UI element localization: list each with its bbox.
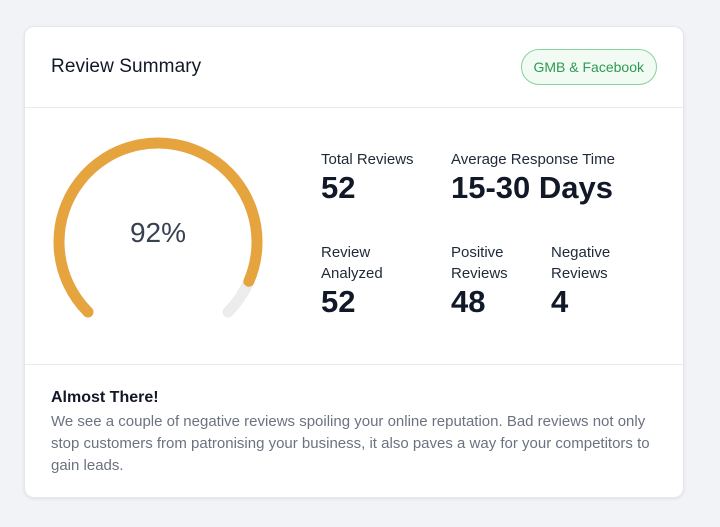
stat-label: Positive (451, 244, 504, 261)
gauge-value: 92% (129, 217, 187, 248)
stat-value: 52 (321, 284, 356, 319)
stat-label: Negative (551, 244, 611, 261)
stat-label: Reviews (451, 265, 508, 282)
review-summary-card: Review Summary GMB & Facebook 92% Total … (24, 26, 684, 498)
stat-label: Review (321, 244, 371, 261)
card-header: Review Summary GMB & Facebook (25, 27, 683, 108)
stat-reviews-analyzed: Review Analyzed 52 (321, 242, 383, 320)
stat-negative-reviews: Negative Reviews 4 (551, 242, 610, 320)
stats-section: 92% Total Reviews 52 Average Response Ti… (25, 109, 683, 365)
card-title: Review Summary (51, 56, 202, 77)
stat-positive-reviews: Positive Reviews 48 (451, 242, 508, 320)
stat-avg-response-time: Average Response Time 15-30 Days (451, 149, 615, 206)
message-title: Almost There! (51, 389, 159, 406)
stat-label: Reviews (551, 265, 608, 282)
message-section: Almost There! We see a couple of negativ… (51, 389, 651, 477)
stat-value: 52 (321, 170, 356, 205)
stat-value: 48 (451, 284, 486, 319)
score-gauge (53, 137, 263, 318)
stat-label: Average Response Time (451, 151, 615, 168)
stat-label: Analyzed (321, 265, 383, 282)
stat-total-reviews: Total Reviews 52 (321, 149, 414, 206)
stat-label: Total Reviews (321, 151, 414, 168)
stat-value: 4 (551, 284, 569, 319)
gauge-fill (53, 137, 263, 318)
message-body: We see a couple of negative reviews spoi… (51, 413, 650, 474)
source-badge[interactable]: GMB & Facebook (520, 49, 657, 85)
stat-value: 15-30 Days (451, 170, 614, 205)
